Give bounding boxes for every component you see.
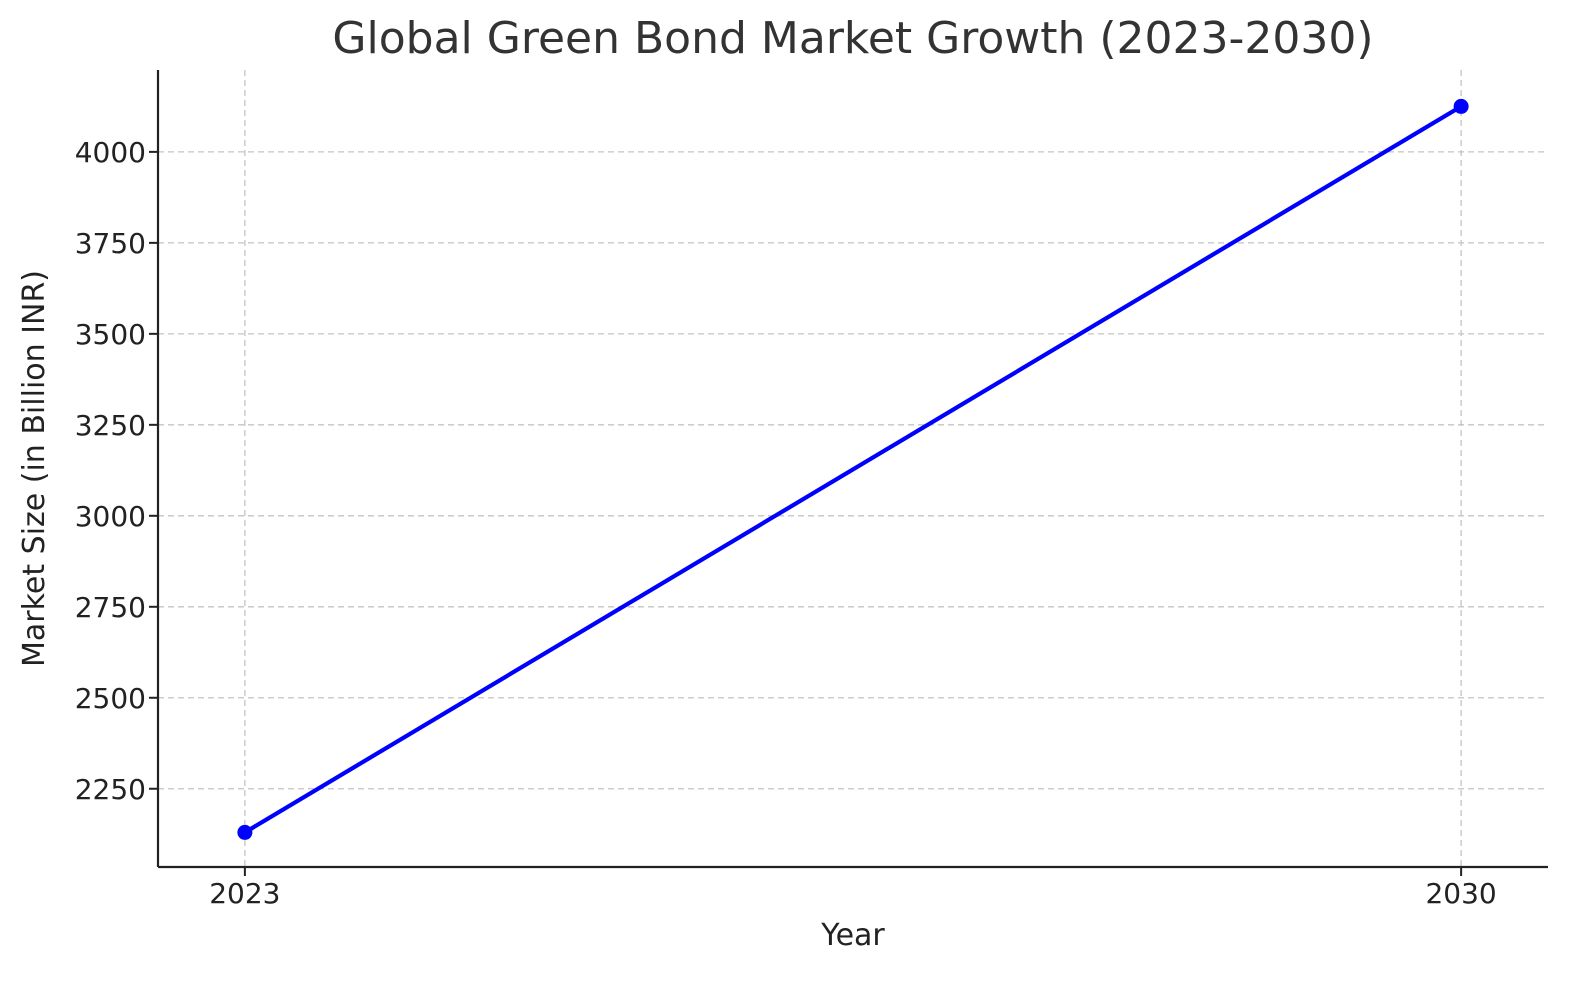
y-tick-label: 3750 [75, 227, 146, 260]
x-axis-ticks: 2023 2030 [209, 867, 1497, 910]
y-tick-label: 2750 [75, 591, 146, 624]
x-axis-label: Year [820, 918, 885, 953]
y-tick-label: 2250 [75, 773, 146, 806]
y-axis-ticks: 2250 2500 2750 3000 3250 3500 3750 4000 [75, 136, 158, 806]
y-axis-label: Market Size (in Billion INR) [17, 270, 52, 667]
series-layer [237, 98, 1469, 840]
y-tick-label: 3500 [75, 318, 146, 351]
grid [158, 70, 1548, 867]
series-line [242, 104, 1464, 835]
data-point [1453, 98, 1469, 114]
x-tick-label: 2023 [209, 877, 280, 910]
y-tick-label: 2500 [75, 682, 146, 715]
y-tick-label: 3250 [75, 409, 146, 442]
axes [156, 70, 1548, 869]
chart-title: Global Green Bond Market Growth (2023-20… [332, 13, 1373, 64]
y-tick-label: 3000 [75, 500, 146, 533]
y-tick-label: 4000 [75, 136, 146, 169]
x-tick-label: 2030 [1425, 877, 1496, 910]
data-point [237, 824, 253, 840]
